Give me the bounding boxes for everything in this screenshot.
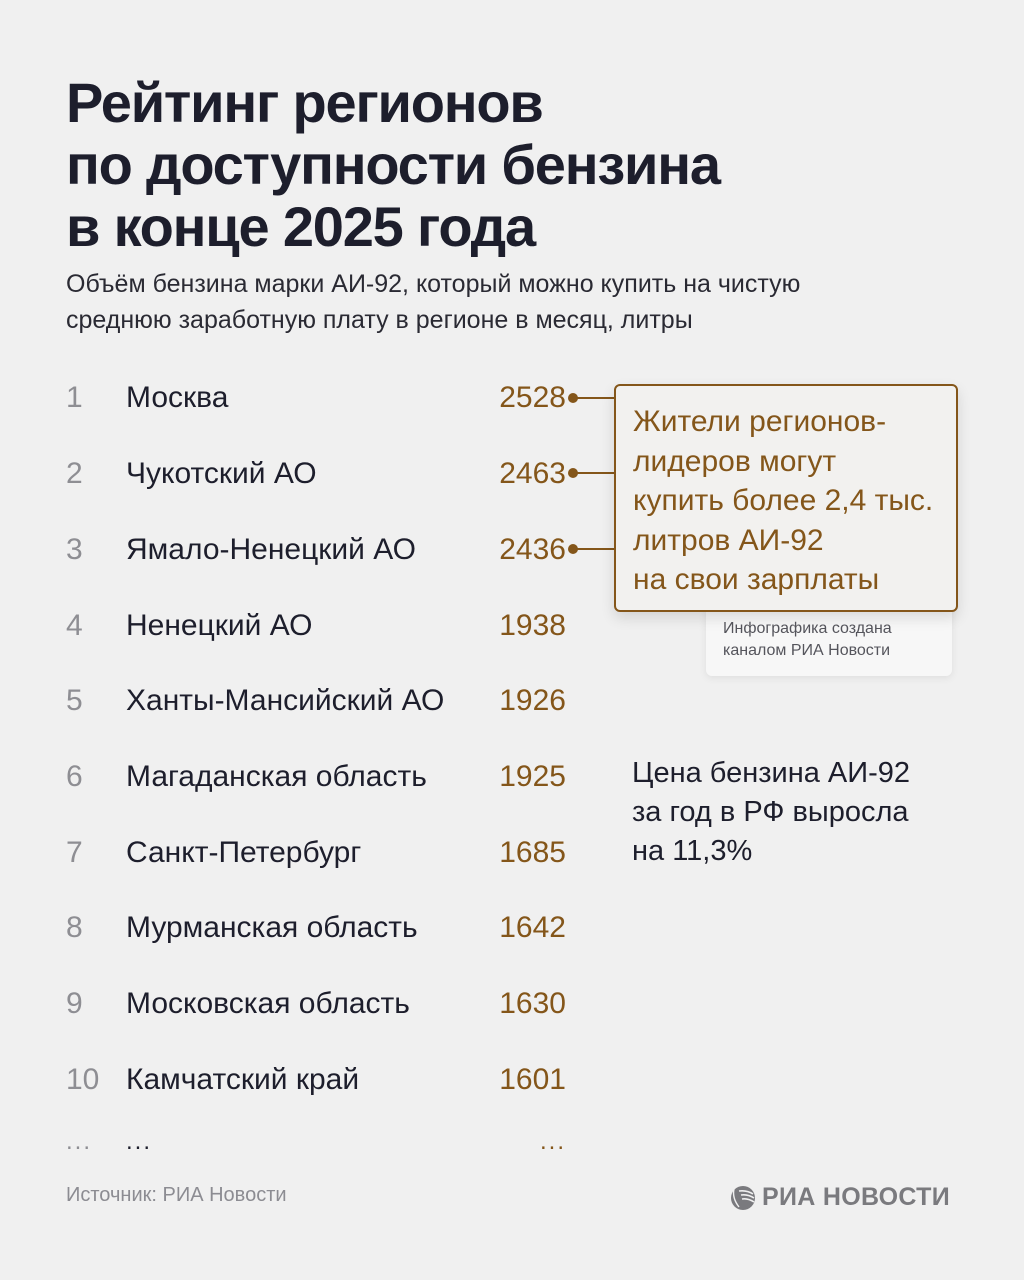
logo-text: РИА НОВОСТИ	[762, 1183, 950, 1211]
callout-line-5: на свои зарплаты	[633, 563, 880, 596]
region-ellipsis: ...	[126, 1128, 153, 1155]
rank: 2	[66, 457, 83, 490]
liters-value: 1601	[499, 1063, 566, 1096]
rank: 9	[66, 987, 83, 1020]
table-row: 1 Москва 2528	[0, 378, 600, 418]
note-line-2: за год в РФ выросла	[632, 796, 909, 828]
liters-value: 1925	[499, 760, 566, 793]
liters-value: 1642	[499, 911, 566, 944]
price-growth-note: Цена бензина АИ-92 за год в РФ выросла н…	[632, 754, 910, 871]
callout-line-1: Жители регионов-	[633, 405, 887, 438]
table-row: 3 Ямало-Ненецкий АО 2436	[0, 530, 600, 570]
callout-line-4: литров АИ-92	[633, 523, 824, 557]
region-name: Санкт-Петербург	[126, 836, 362, 869]
region-name: Ненецкий АО	[126, 609, 313, 642]
table-row: 5 Ханты-Мансийский АО 1926	[0, 681, 600, 721]
table-row: 2 Чукотский АО 2463	[0, 454, 600, 494]
table-row: 9 Московская область 1630	[0, 984, 600, 1024]
title-line-3: в конце 2025 года	[66, 195, 536, 258]
region-name: Мурманская область	[126, 911, 418, 944]
liters-value: 2463	[499, 457, 566, 490]
rank: 6	[66, 760, 83, 793]
rank: 7	[66, 836, 83, 869]
note-line-1: Цена бензина АИ-92	[632, 757, 911, 789]
region-name: Ханты-Мансийский АО	[126, 684, 445, 717]
region-name: Ямало-Ненецкий АО	[126, 533, 416, 566]
source-label: Источник: РИА Новости	[66, 1184, 287, 1206]
rank: 1	[66, 381, 83, 414]
leaders-callout: Жители регионов- лидеров могут купить бо…	[614, 384, 958, 612]
connector-line-2	[568, 468, 616, 478]
ellipsis-row: ... ... ...	[0, 1122, 600, 1162]
rank: 3	[66, 533, 83, 566]
table-row: 10 Камчатский край 1601	[0, 1060, 600, 1100]
ria-globe-icon	[731, 1185, 755, 1210]
subtitle: Объём бензина марки АИ-92, который можно…	[66, 266, 946, 338]
table-row: 4 Ненецкий АО 1938	[0, 606, 600, 646]
liters-value: 1685	[499, 836, 566, 869]
table-row: 7 Санкт-Петербург 1685	[0, 833, 600, 873]
infographic-credit: Инфографика создана каналом РИА Новости	[706, 600, 952, 676]
region-name: Москва	[126, 381, 229, 414]
region-name: Камчатский край	[126, 1063, 360, 1096]
subtitle-line-1: Объём бензина марки АИ-92, который можно…	[66, 270, 801, 298]
rank: 8	[66, 911, 83, 944]
liters-value: 2436	[499, 533, 566, 566]
region-name: Московская область	[126, 987, 410, 1020]
value-ellipsis: ...	[539, 1128, 566, 1155]
rank: 10	[66, 1063, 100, 1096]
rank: 4	[66, 609, 83, 642]
title-line-1: Рейтинг регионов	[66, 71, 544, 134]
note-line-3: на 11,3%	[632, 835, 753, 867]
ria-novosti-logo: РИА НОВОСТИ	[730, 1183, 950, 1212]
credit-line-1: Инфографика создана	[723, 620, 892, 637]
rank: 5	[66, 684, 83, 717]
credit-line-2: каналом РИА Новости	[723, 642, 891, 659]
liters-value: 1926	[499, 684, 566, 717]
liters-value: 2528	[499, 381, 566, 414]
callout-line-3: купить более 2,4 тыс.	[633, 484, 934, 517]
table-row: 8 Мурманская область 1642	[0, 908, 600, 948]
liters-value: 1938	[499, 609, 566, 642]
title-line-2: по доступности бензина	[66, 133, 721, 196]
region-name: Магаданская область	[126, 760, 427, 793]
connector-line-1	[568, 393, 616, 403]
rank-ellipsis: ...	[66, 1128, 93, 1155]
connector-line-3	[568, 544, 616, 554]
table-row: 6 Магаданская область 1925	[0, 757, 600, 797]
liters-value: 1630	[499, 987, 566, 1020]
region-name: Чукотский АО	[126, 457, 317, 490]
callout-line-2: лидеров могут	[633, 444, 837, 478]
page-title: Рейтинг регионов по доступности бензина …	[66, 72, 866, 258]
subtitle-line-2: среднюю заработную плату в регионе в мес…	[66, 306, 693, 334]
